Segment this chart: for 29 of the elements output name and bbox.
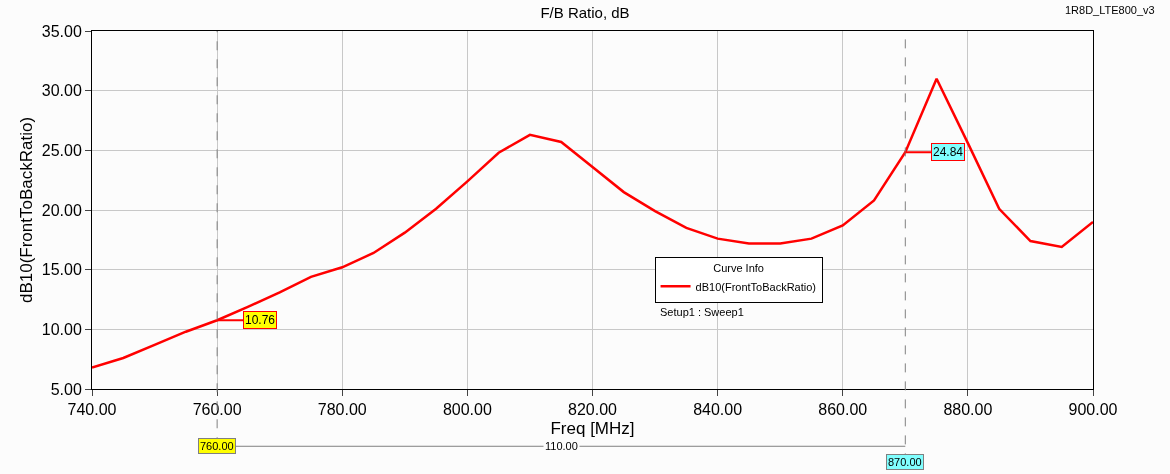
- text: 110.00: [545, 440, 578, 452]
- y-tick-label: 25.00: [41, 141, 82, 159]
- annotation: 24.84: [933, 145, 964, 159]
- line-series: [92, 77, 1093, 369]
- y-tick-label: 30.00: [41, 82, 82, 100]
- y-tick-label: 10.00: [41, 320, 82, 338]
- y-tick-label: 20.00: [41, 201, 82, 219]
- x-tick-label: 880.00: [943, 401, 993, 419]
- legend-title: Curve Info: [713, 261, 764, 274]
- x-tick-label: 740.00: [67, 401, 117, 419]
- annotation: 10.76: [245, 313, 276, 327]
- x-tick-label: 760.00: [192, 401, 242, 419]
- x-axis-title: Freq [MHz]: [550, 418, 635, 438]
- ref-line-label: 870.00: [888, 456, 922, 468]
- x-tick-label: 820.00: [568, 401, 618, 419]
- ref-line-label: 760.00: [200, 440, 234, 452]
- y-tick-label: 5.00: [50, 380, 82, 398]
- text: 1R8D_LTE800_v3: [1065, 4, 1155, 16]
- x-tick-label: 800.00: [442, 401, 492, 419]
- y-tick-label: 35.00: [41, 22, 82, 40]
- legend-label: dB10(FrontToBackRatio): [695, 280, 817, 293]
- x-tick-label: 780.00: [317, 401, 367, 419]
- chart-title: F/B Ratio, dB: [540, 3, 630, 21]
- annotation: Setup1 : Sweep1: [660, 306, 744, 318]
- x-tick-label: 860.00: [818, 401, 868, 419]
- y-axis-title: dB10(FrontToBackRatio): [17, 116, 37, 304]
- y-tick-label: 15.00: [41, 261, 82, 279]
- x-tick-label: 840.00: [693, 401, 743, 419]
- x-tick-label: 900.00: [1068, 401, 1118, 419]
